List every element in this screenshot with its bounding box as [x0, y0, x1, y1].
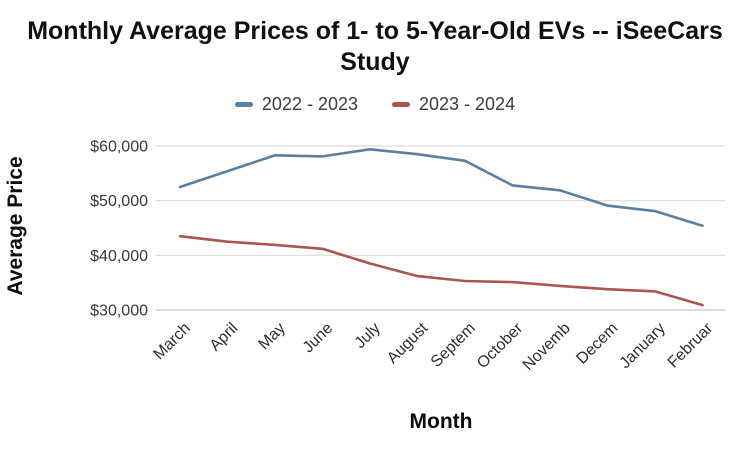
x-tick-label: June [300, 320, 337, 357]
x-tick-label: May [255, 320, 288, 353]
x-tick-labels: March April May June July AugustSeptemOctober… [150, 319, 716, 374]
y-axis-title: Average Price [4, 156, 27, 296]
x-tick-label: April [207, 320, 242, 355]
legend-item-2022-2023: 2022 - 2023 [234, 94, 358, 115]
x-tick-label: Septem [428, 320, 479, 371]
gridlines [156, 145, 725, 311]
chart-legend: 2022 - 2023 2023 - 2024 [0, 94, 750, 115]
y-tick-labels: $30,000 $40,000 $50,000 $60,000 [90, 139, 148, 320]
series-line-2022-2023 [178, 148, 704, 228]
legend-marker-red-icon [392, 102, 410, 107]
y-tick-label: $60,000 [90, 139, 148, 156]
x-tick-label: Novemb [520, 320, 574, 374]
legend-label: 2023 - 2024 [419, 94, 516, 114]
x-tick-label: Februar [665, 319, 717, 371]
y-tick-label: $30,000 [90, 303, 148, 320]
x-axis-title: Month [409, 410, 473, 433]
x-tick-label: August [384, 319, 432, 367]
x-tick-label: January [617, 320, 669, 372]
y-tick-label: $50,000 [90, 193, 148, 210]
x-tick-label: October [474, 319, 527, 372]
y-tick-label: $40,000 [90, 248, 148, 265]
x-tick-label: March [150, 320, 193, 363]
x-tick-label: July [352, 320, 384, 352]
legend-marker-blue-icon [234, 102, 253, 107]
series-line-2023-2024 [178, 234, 704, 307]
legend-label: 2022 - 2023 [261, 94, 358, 114]
legend-item-2023-2024: 2023 - 2024 [392, 94, 515, 115]
chart-title: Monthly Average Prices of 1- to 5-Year-O… [27, 17, 723, 76]
x-tick-label: Decem [573, 320, 621, 368]
